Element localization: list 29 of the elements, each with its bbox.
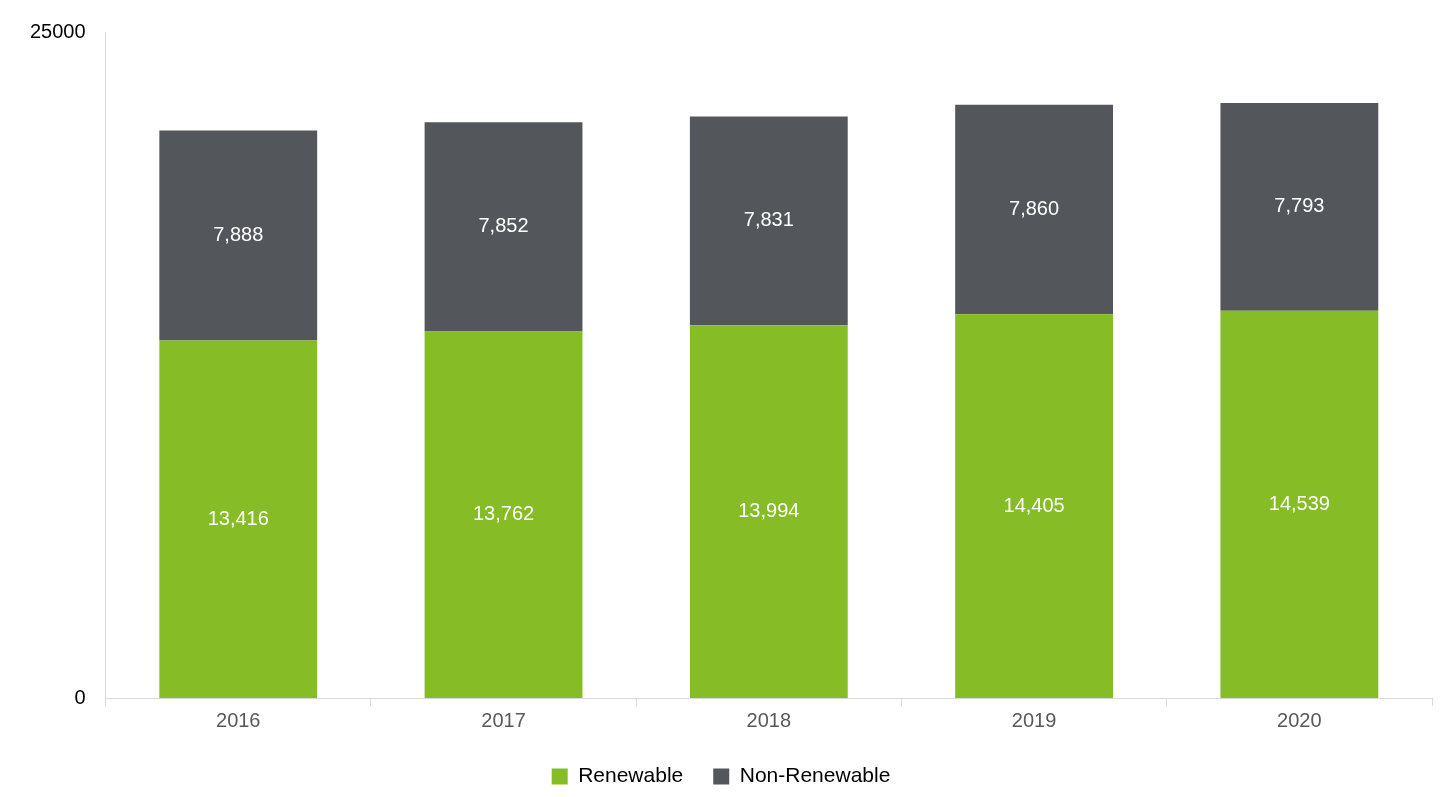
bar — [955, 314, 1113, 698]
legend-label: Non-Renewable — [739, 763, 891, 787]
data-label: 14,539 — [1268, 491, 1330, 514]
x-tick-label: 2016 — [216, 708, 261, 731]
data-label: 13,416 — [207, 506, 269, 529]
x-tick-label: 2019 — [1011, 708, 1057, 731]
bar — [1220, 103, 1379, 311]
data-label: 7,793 — [1274, 194, 1325, 217]
legend-label: Renewable — [578, 763, 684, 787]
data-label: 7,888 — [213, 223, 264, 246]
data-label: 7,852 — [478, 214, 529, 237]
x-tick-label: 2017 — [481, 708, 526, 731]
bar — [955, 104, 1113, 315]
data-label: 7,831 — [743, 208, 794, 231]
data-label: 14,405 — [1003, 493, 1065, 516]
bar — [159, 130, 318, 341]
data-label: 13,762 — [472, 502, 535, 525]
bar — [159, 340, 318, 698]
x-tick-label: 2018 — [746, 708, 792, 731]
bar — [424, 331, 583, 698]
y-tick-label: 0 — [74, 685, 86, 708]
data-label: 13,994 — [738, 499, 800, 522]
bar — [689, 116, 848, 326]
x-tick-label: 2020 — [1277, 708, 1322, 731]
bar — [689, 325, 848, 698]
data-label: 7,860 — [1009, 197, 1060, 220]
y-tick-label: 25000 — [29, 19, 86, 42]
bar — [424, 122, 583, 332]
bar — [1220, 310, 1379, 698]
